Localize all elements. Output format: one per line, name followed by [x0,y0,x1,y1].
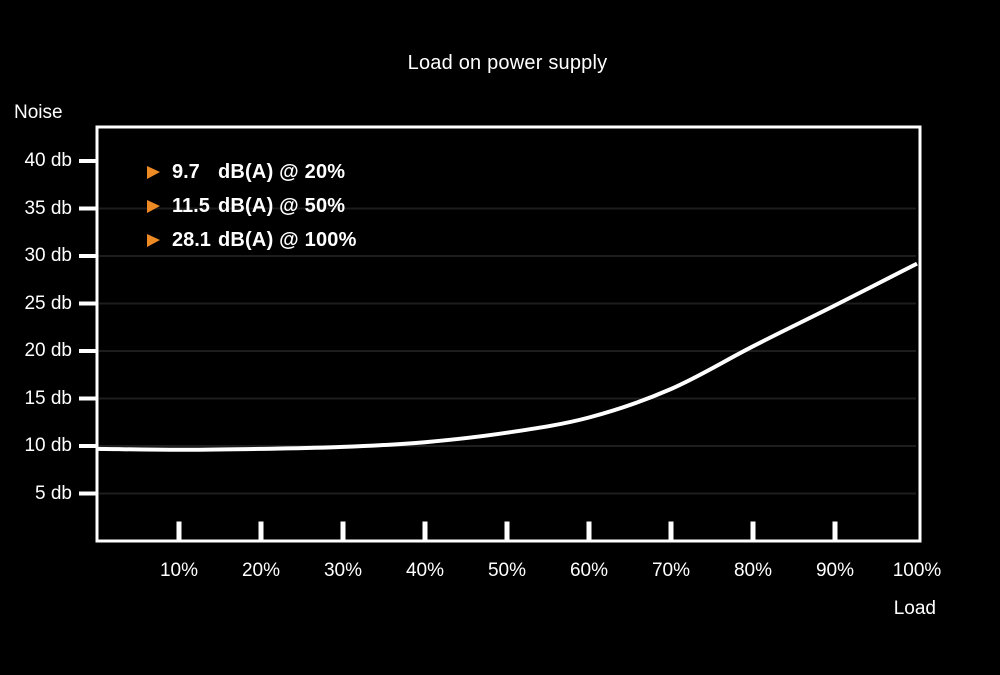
y-tick [79,159,97,163]
y-tick-label: 15 db [24,388,72,409]
chart-title: Load on power supply [407,52,608,74]
y-tick [79,254,97,258]
y-tick-label: 40 db [24,150,72,171]
y-tick [79,349,97,353]
x-axis-title: Load [893,598,936,619]
plot-border [95,125,922,543]
y-tick-label: 5 db [35,483,72,504]
legend-arrow-icon [147,199,160,213]
legend-item: 9.7 dB(A) @ 20% [147,160,357,184]
y-tick [79,444,97,448]
legend-arrow-icon [147,165,160,179]
y-tick [79,491,97,496]
x-tick-label: 10% [159,560,199,581]
y-tick-label: 35 db [24,198,72,219]
legend-text: dB(A) @ 20% [218,160,346,183]
legend-value: 9.7 [172,160,200,183]
y-axis-title: Noise [14,102,63,123]
y-tick-label: 20 db [24,340,72,361]
y-tick [79,301,97,306]
x-tick [258,521,264,540]
legend-arrow-icon [147,233,160,247]
x-tick-label: 20% [241,560,281,581]
x-tick-label: 70% [651,560,691,581]
x-tick [668,521,674,540]
y-tick-label: 30 db [24,245,72,266]
x-tick [750,521,756,540]
legend-text: dB(A) @ 100% [218,228,357,251]
x-tick [586,521,592,540]
legend-item: 28.1 dB(A) @ 100% [147,228,357,252]
x-tick-label: 60% [569,560,609,581]
y-tick-label: 25 db [24,293,72,314]
legend-value: 11.5 [172,194,210,217]
x-tick [832,521,838,540]
x-tick-label: 80% [733,560,773,581]
x-tick [340,521,346,540]
legend-text: dB(A) @ 50% [218,194,346,217]
noise-curve [96,261,918,452]
x-tick-label: 100% [892,560,942,581]
x-tick-label: 40% [405,560,445,581]
legend-item: 11.5 dB(A) @ 50% [147,194,357,218]
y-tick [79,206,97,211]
y-tick [79,396,97,401]
x-tick-label: 30% [323,560,363,581]
x-tick-label: 90% [815,560,855,581]
y-tick-label: 10 db [24,435,72,456]
legend-value: 28.1 [172,228,211,251]
chart-legend: 9.7 dB(A) @ 20% 11.5 dB(A) @ 50% 28.1 dB(A) @… [147,160,357,252]
x-tick [176,521,182,540]
x-tick-label: 50% [487,560,527,581]
x-tick [504,521,510,540]
x-tick [422,521,428,540]
